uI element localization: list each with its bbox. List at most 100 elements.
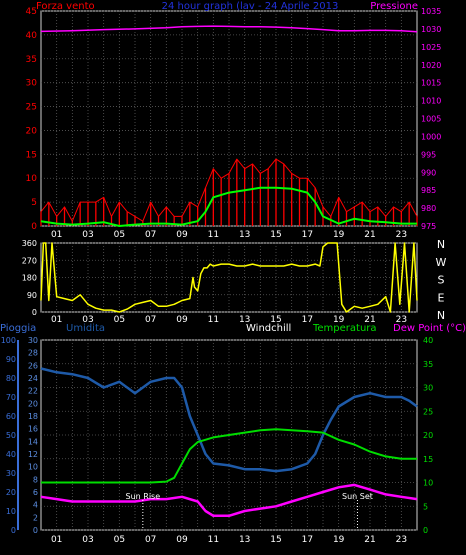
temperature-hour-label: 05 [114, 535, 125, 545]
direction-axis-tick: 90 [27, 291, 37, 300]
wind-axis-tick: 15 [26, 150, 37, 160]
humidity-line [40, 367, 418, 473]
temperature-axis-tick: 15 [423, 455, 433, 464]
direction-hour-label: 15 [270, 315, 281, 325]
temperature-hour-label: 13 [239, 535, 250, 545]
humidity-axis-tick: 18 [28, 412, 38, 421]
rain-axis-tick: 70 [6, 393, 16, 402]
direction-hour-label: 21 [364, 315, 375, 325]
wind-axis-tick: 0 [31, 222, 37, 232]
humidity-axis-tick: 28 [28, 349, 38, 358]
pressure-axis-tick: 1015 [421, 79, 441, 88]
sunset-label: Sun Set [342, 492, 373, 501]
direction-axis-tick: 270 [22, 256, 37, 265]
direction-hour-label: 17 [302, 315, 313, 325]
direction-axis-tick: 0 [32, 308, 37, 317]
temperature-hour-label: 15 [270, 535, 281, 545]
humidity-axis-tick: 2 [33, 513, 38, 522]
wind-hour-label: 15 [270, 230, 281, 240]
compass-label-e: E [438, 291, 445, 304]
pressure-axis-tick: 980 [421, 204, 436, 213]
pressure-axis-tick: 1025 [421, 43, 441, 52]
dewpoint-line [40, 483, 418, 518]
direction-axis-tick: 360 [22, 239, 37, 248]
temperature-line [41, 428, 417, 484]
wind-axis-tick: 25 [26, 103, 37, 113]
direction-hour-label: 05 [114, 315, 125, 325]
wind-axis-label: Forza vento [36, 1, 95, 12]
rain-axis-tick: 30 [6, 469, 16, 478]
rain-axis-tick: 10 [6, 507, 16, 516]
direction-hour-label: 01 [51, 315, 62, 325]
direction-panel-frame [40, 242, 418, 313]
temperature-hour-label: 21 [364, 535, 375, 545]
temperature-hour-label: 23 [396, 535, 407, 545]
temperature-axis-tick: 10 [423, 479, 433, 488]
wind-axis-tick: 45 [26, 7, 37, 17]
humidity-axis-tick: 14 [28, 437, 38, 446]
wind-axis-tick: 30 [26, 79, 38, 89]
temperature-axis-tick: 20 [423, 431, 433, 440]
temperature-axis-label: Temperatura [312, 323, 377, 334]
wind-hour-label: 01 [51, 230, 62, 240]
direction-hour-label: 19 [333, 315, 345, 325]
temperature-hour-label: 03 [82, 535, 93, 545]
temperature-hour-label: 17 [302, 535, 313, 545]
humidity-axis-tick: 30 [28, 336, 38, 345]
sunrise-label: Sun Rise [126, 492, 161, 501]
wind-hour-label: 03 [82, 230, 93, 240]
direction-axis-tick: 180 [22, 274, 37, 283]
chart-title: 24 hour graph (lav - 24 Aprile 2013 [162, 1, 339, 12]
rain-axis-tick: 0 [11, 526, 16, 535]
wind-hour-label: 13 [239, 230, 250, 240]
rain-axis-tick: 80 [6, 374, 16, 383]
humidity-axis-tick: 0 [33, 526, 38, 535]
rain-axis-tick: 60 [6, 412, 16, 421]
humidity-axis-tick: 12 [28, 450, 38, 459]
pressure-axis-tick: 975 [421, 222, 436, 231]
temperature-axis-tick: 40 [423, 336, 433, 345]
pressure-axis-tick: 1000 [421, 132, 441, 141]
pressure-axis-tick: 990 [421, 168, 436, 177]
direction-hour-label: 03 [82, 315, 93, 325]
wind-hour-label: 07 [145, 230, 156, 240]
wind-axis-tick: 40 [26, 31, 38, 41]
wind-average-line [40, 186, 417, 227]
pressure-axis-label: Pressione [370, 1, 418, 12]
temperature-hour-label: 09 [176, 535, 188, 545]
wind-hour-label: 05 [114, 230, 125, 240]
compass-label-n: N [437, 309, 445, 322]
humidity-axis-tick: 16 [28, 425, 38, 434]
windchill-label: Windchill [246, 323, 291, 334]
direction-hour-label: 11 [208, 315, 219, 325]
direction-hour-label: 07 [145, 315, 156, 325]
humidity-axis-tick: 20 [28, 399, 38, 408]
pressure-axis-tick: 1020 [421, 61, 441, 70]
humidity-axis-label: Umidita [66, 323, 105, 334]
pressure-axis-tick: 1030 [421, 25, 441, 34]
wind-axis-tick: 10 [26, 174, 38, 184]
temperature-hour-label: 19 [333, 535, 345, 545]
compass-label-s: S [438, 274, 445, 287]
rain-axis-tick: 50 [6, 431, 16, 440]
humidity-axis-tick: 8 [33, 475, 38, 484]
humidity-axis-tick: 10 [28, 463, 38, 472]
pressure-axis-tick: 1005 [421, 115, 441, 124]
wind-hour-label: 09 [176, 230, 188, 240]
wind-hour-label: 21 [364, 230, 375, 240]
compass-label-n: N [437, 238, 445, 251]
humidity-axis-tick: 4 [33, 501, 38, 510]
direction-hour-label: 23 [396, 315, 407, 325]
rain-axis-tick: 100 [1, 336, 16, 345]
temperature-axis-tick: 25 [423, 407, 433, 416]
dewpoint-axis-label: Dew Point (°C) [393, 323, 466, 334]
direction-hour-label: 09 [176, 315, 188, 325]
wind-axis-tick: 20 [26, 126, 38, 136]
rain-axis-tick: 40 [6, 450, 16, 459]
rain-axis-tick: 90 [6, 355, 16, 364]
wind-direction-line [40, 242, 418, 313]
rain-axis-label: Pioggia [0, 323, 36, 334]
wind-axis-tick: 35 [26, 55, 37, 65]
